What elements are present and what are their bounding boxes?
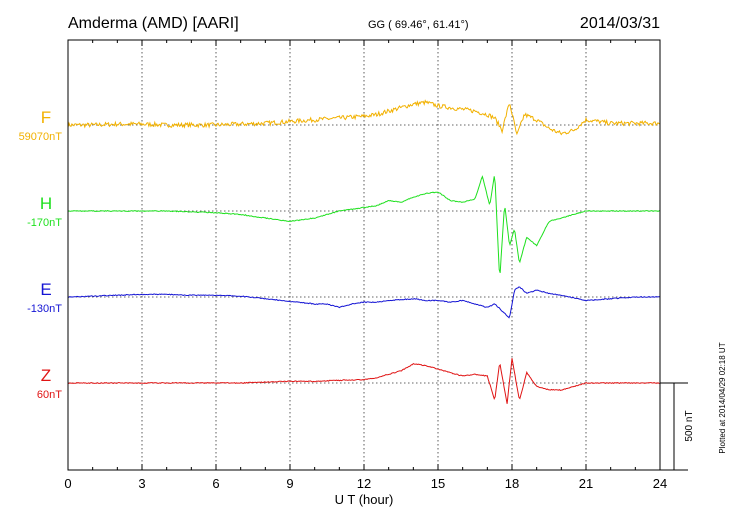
plotted-at-note: Plotted at 2014/04/29 02:18 UT (718, 342, 727, 453)
x-tick-label-3: 3 (138, 476, 145, 491)
station-coords: GG ( 69.46°, 61.41°) (368, 19, 469, 31)
grid-lines (141, 40, 587, 470)
scale-bar-label: 500 nT (684, 410, 695, 441)
baseline-lines (68, 124, 660, 384)
series-line-e (67, 286, 661, 319)
x-tick-label-15: 15 (431, 476, 445, 491)
x-tick-label-12: 12 (357, 476, 371, 491)
series-line-z (68, 358, 660, 404)
series-line-h (67, 175, 661, 274)
x-tick-label-0: 0 (64, 476, 71, 491)
series-line-f (67, 99, 661, 136)
series-baseline-f: 59070nT (19, 131, 63, 143)
series-baseline-z: 60nT (37, 389, 62, 401)
series-name-e: E (40, 280, 51, 299)
series-name-f: F (41, 108, 51, 127)
scale-bar: 500 nT (660, 382, 695, 471)
x-axis-label: U T (hour) (335, 492, 394, 507)
date-label: 2014/03/31 (580, 15, 660, 32)
series-baseline-h: -170nT (27, 217, 62, 229)
series-labels: F 59070nT H -170nT E -130nT Z 60nT (19, 108, 63, 401)
station-title: Amderma (AMD) [AARI] (68, 15, 239, 32)
series-name-z: Z (41, 366, 51, 385)
x-tick-label-24: 24 (653, 476, 667, 491)
series-name-h: H (40, 194, 52, 213)
x-tick-label-6: 6 (212, 476, 219, 491)
series-lines (67, 99, 661, 404)
x-tick-label-21: 21 (579, 476, 593, 491)
x-axis-ticks: 0 3 6 9 12 15 18 21 24 (64, 40, 667, 491)
x-tick-label-9: 9 (286, 476, 293, 491)
series-baseline-e: -130nT (27, 303, 62, 315)
x-tick-label-18: 18 (505, 476, 519, 491)
